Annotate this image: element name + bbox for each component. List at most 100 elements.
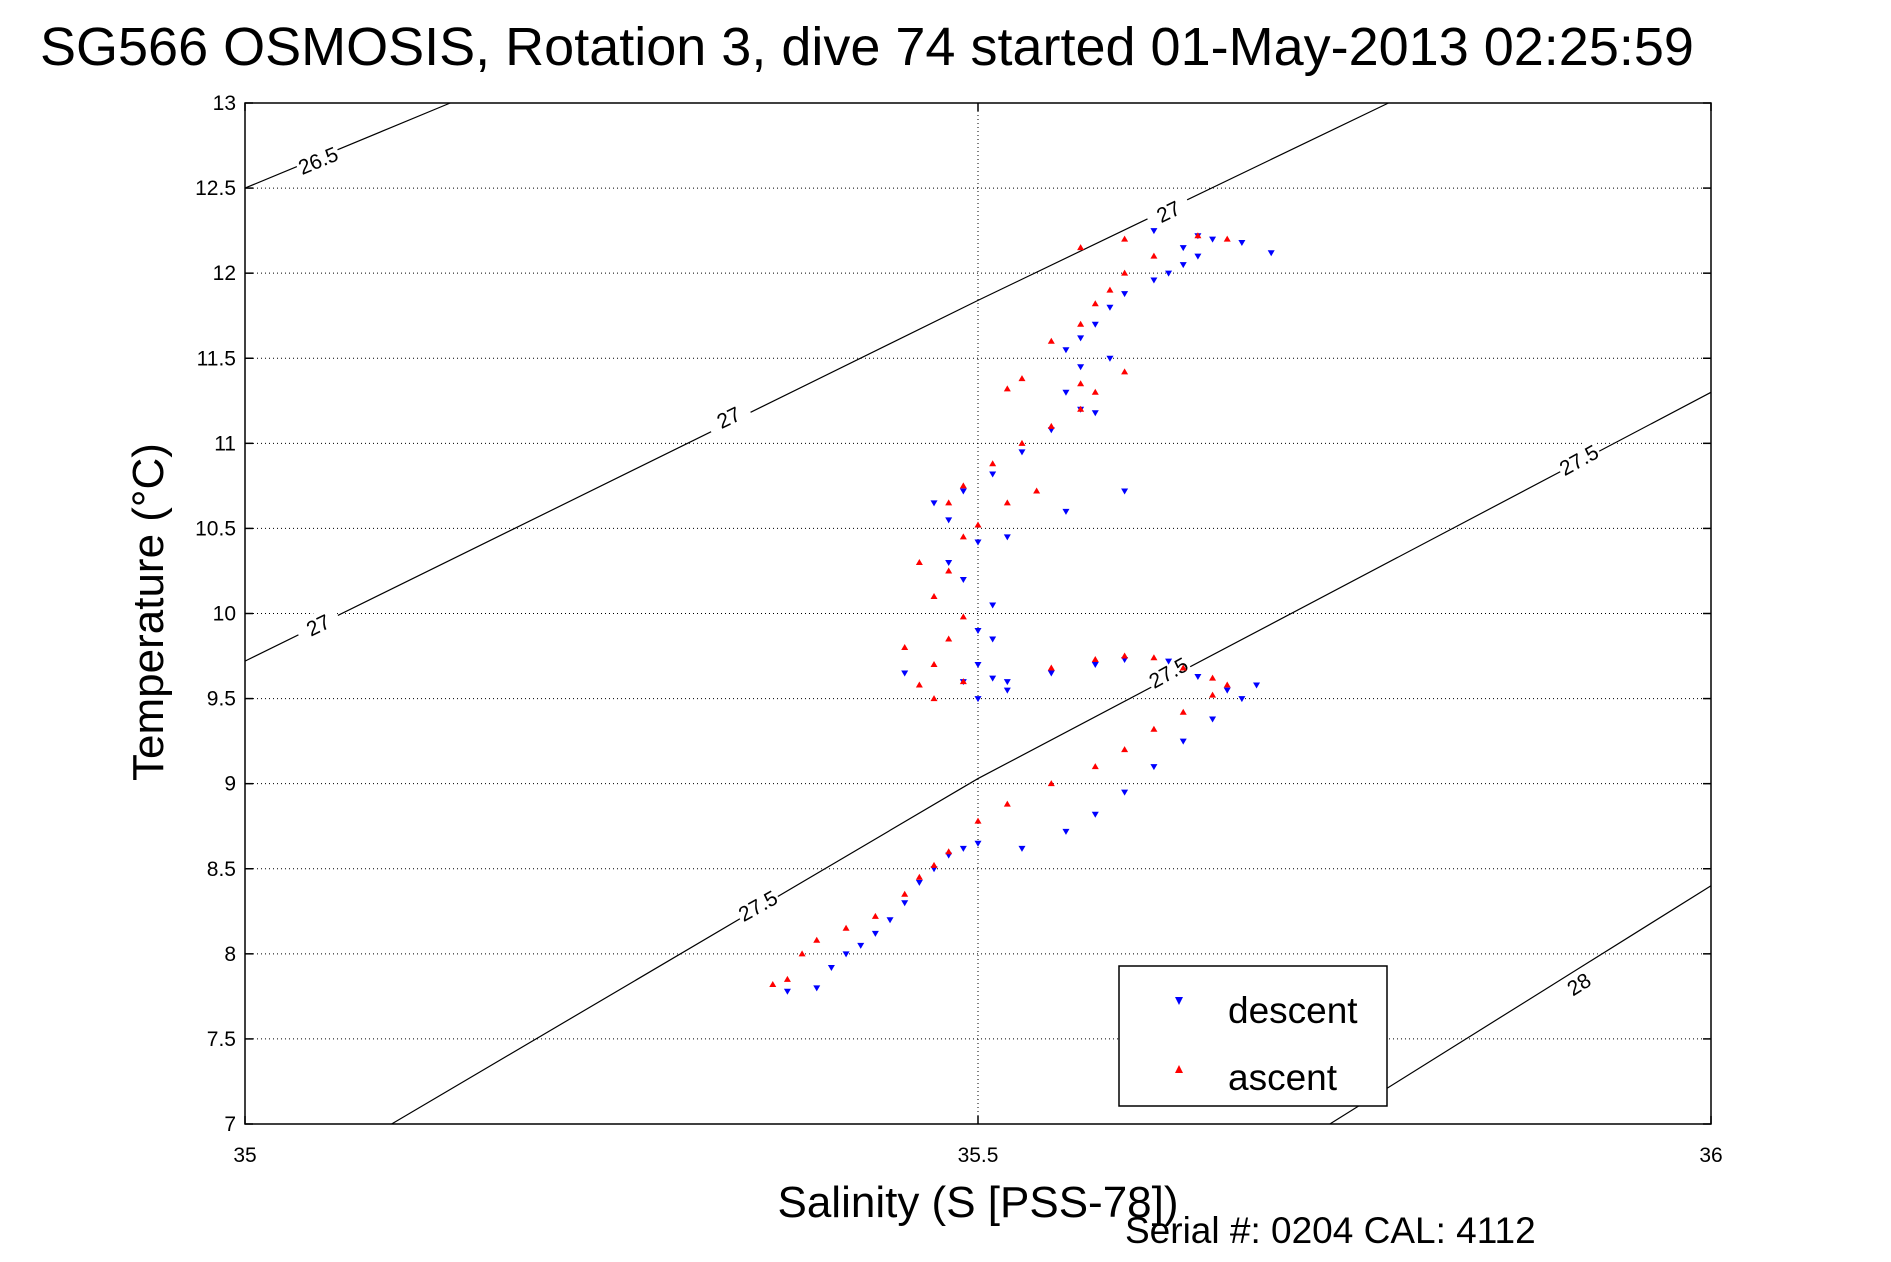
descent-point	[1062, 389, 1070, 396]
descent-point	[974, 840, 982, 847]
ascent-point	[1121, 235, 1129, 242]
descent-point	[989, 636, 997, 643]
ascent-point	[1003, 499, 1011, 506]
contour-line-26.5	[244, 102, 451, 189]
descent-point	[1253, 682, 1261, 689]
legend-ascent-marker	[1175, 1065, 1183, 1073]
ascent-point	[1077, 244, 1085, 251]
descent-point	[1091, 811, 1099, 818]
y-tick-label: 9	[224, 773, 236, 796]
descent-point	[827, 964, 835, 971]
descent-point	[901, 900, 909, 907]
ascent-point	[1150, 654, 1158, 661]
contour-line-28	[1329, 885, 1712, 1125]
descent-point	[1165, 658, 1173, 665]
ascent-point	[1077, 405, 1085, 412]
descent-point	[1077, 364, 1085, 371]
x-axis-ticks: 35 35.5 36	[233, 103, 1723, 1167]
ascent-point	[974, 817, 982, 824]
ascent-point	[1033, 487, 1041, 494]
serial-cal-note: Serial #: 0204 CAL: 4112	[1125, 1210, 1536, 1251]
contour-label-bg	[1553, 438, 1605, 483]
descent-point	[1121, 789, 1129, 796]
ascent-point	[1077, 320, 1085, 327]
ascent-point	[798, 950, 806, 957]
descent-point	[1062, 828, 1070, 835]
descent-point	[871, 930, 879, 937]
contour-line-27.5	[391, 391, 1712, 1125]
chart-title: SG566 OSMOSIS, Rotation 3, dive 74 start…	[40, 17, 1694, 77]
ascent-point	[1150, 725, 1158, 732]
contour-label-bg	[703, 396, 755, 440]
contour-label-bg	[1143, 651, 1195, 696]
y-tick-label: 8	[224, 943, 236, 966]
ascent-point	[1106, 286, 1114, 293]
y-tick-label: 12	[213, 262, 236, 285]
y-tick-label: 11	[214, 432, 236, 455]
ascent-point	[930, 661, 938, 668]
descent-point	[1238, 240, 1246, 247]
ascent-point	[1003, 385, 1011, 392]
ascent-point	[871, 912, 879, 919]
ascent-point	[1179, 708, 1187, 715]
descent-point	[1091, 321, 1099, 328]
descent-point	[901, 670, 909, 677]
ascent-point	[1150, 252, 1158, 259]
descent-point	[1121, 488, 1129, 495]
descent-point	[915, 879, 923, 886]
descent-point	[1018, 449, 1026, 456]
descent-point	[1238, 696, 1246, 703]
descent-point	[989, 675, 997, 682]
descent-point	[1106, 355, 1114, 362]
descent-point	[945, 559, 953, 566]
descent-point	[1179, 245, 1187, 252]
descent-point	[1047, 670, 1055, 677]
descent-point	[813, 985, 821, 992]
ascent-point	[945, 499, 953, 506]
descent-point	[930, 500, 938, 507]
descent-point	[974, 696, 982, 703]
ascent-point	[1209, 674, 1217, 681]
ascent-point	[1121, 269, 1129, 276]
descent-point	[1150, 764, 1158, 771]
x-tick-label: 35.5	[958, 1144, 999, 1167]
ascent-point	[1179, 664, 1187, 671]
ascent-point	[1047, 664, 1055, 671]
contour-label-bg	[732, 884, 784, 929]
ascent-point	[1223, 681, 1231, 688]
ascent-point	[1003, 800, 1011, 807]
descent-point	[959, 576, 967, 583]
descent-point	[959, 845, 967, 852]
ascent-point	[1223, 235, 1231, 242]
ascent-point	[1121, 746, 1129, 753]
descent-point	[1121, 291, 1129, 298]
legend: descent ascent	[1118, 965, 1388, 1107]
ascent-series	[769, 232, 1231, 987]
descent-point	[1018, 845, 1026, 852]
contour-label-bg	[292, 140, 344, 182]
descent-point	[842, 951, 850, 958]
descent-point	[886, 917, 894, 924]
descent-point	[1209, 236, 1217, 243]
descent-point	[1091, 662, 1099, 669]
ascent-point	[901, 644, 909, 651]
descent-point	[1106, 304, 1114, 311]
y-tick-label: 8.5	[207, 858, 236, 881]
ascent-point	[989, 460, 997, 467]
ascent-point	[1091, 763, 1099, 770]
y-axis-label: Temperature (°C)	[124, 443, 173, 781]
descent-point	[1003, 687, 1011, 694]
ascent-point	[1047, 422, 1055, 429]
ascent-point	[959, 533, 967, 540]
y-tick-label: 11.5	[197, 347, 236, 370]
ascent-point	[1047, 337, 1055, 344]
ascent-point	[945, 635, 953, 642]
descent-point	[1077, 335, 1085, 342]
descent-point	[1194, 253, 1202, 260]
descent-point	[945, 517, 953, 524]
ascent-point	[1018, 375, 1026, 382]
x-axis-label: Salinity (S [PSS-78])	[777, 1178, 1178, 1227]
descent-point	[1267, 250, 1275, 257]
